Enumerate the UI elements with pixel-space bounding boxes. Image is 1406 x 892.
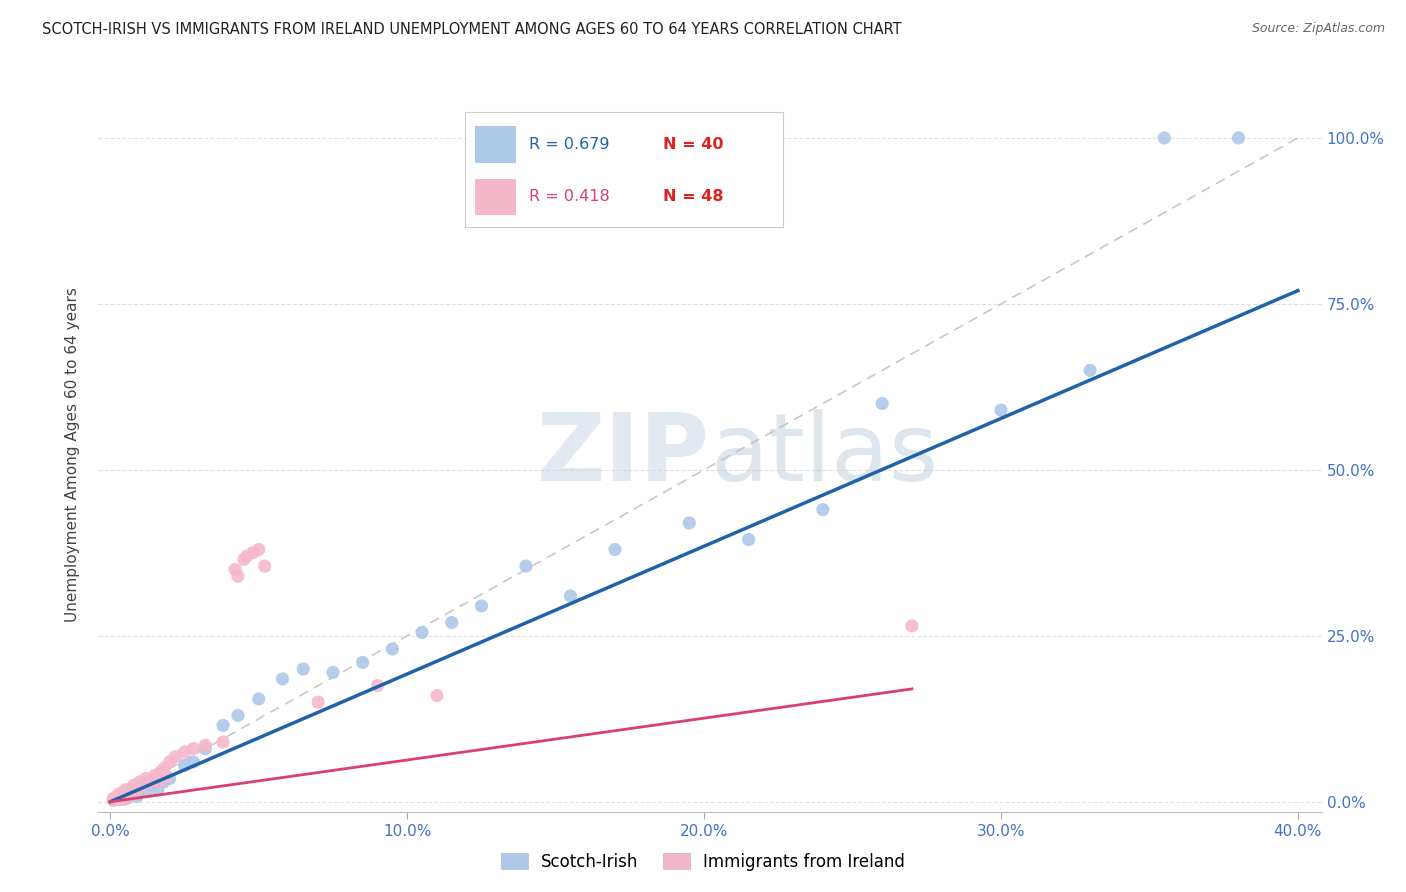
- Point: [108, 789, 131, 804]
- Point: [141, 778, 163, 792]
- Point: [111, 790, 134, 805]
- Point: [114, 792, 136, 806]
- Point: [159, 772, 181, 786]
- Text: ZIP: ZIP: [537, 409, 710, 501]
- Point: [152, 775, 174, 789]
- Point: [105, 791, 128, 805]
- Point: [352, 656, 374, 670]
- Point: [224, 562, 246, 576]
- Text: SCOTCH-IRISH VS IMMIGRANTS FROM IRELAND UNEMPLOYMENT AMONG AGES 60 TO 64 YEARS C: SCOTCH-IRISH VS IMMIGRANTS FROM IRELAND …: [42, 22, 901, 37]
- Point: [212, 735, 235, 749]
- Y-axis label: Unemployment Among Ages 60 to 64 years: Unemployment Among Ages 60 to 64 years: [65, 287, 80, 623]
- Point: [156, 770, 179, 784]
- Point: [183, 741, 205, 756]
- Point: [292, 662, 315, 676]
- Point: [141, 773, 163, 788]
- Point: [111, 792, 134, 806]
- Point: [194, 741, 217, 756]
- Point: [120, 787, 142, 801]
- Text: atlas: atlas: [710, 409, 938, 501]
- Point: [120, 781, 142, 796]
- Point: [125, 789, 148, 804]
- Point: [173, 745, 195, 759]
- Point: [1227, 131, 1250, 145]
- Point: [103, 793, 125, 807]
- Point: [426, 689, 449, 703]
- Point: [870, 396, 893, 410]
- Point: [117, 788, 139, 802]
- Point: [811, 502, 834, 516]
- Point: [108, 790, 131, 805]
- Point: [232, 552, 254, 566]
- Point: [247, 691, 270, 706]
- Point: [129, 780, 152, 794]
- Point: [1153, 131, 1175, 145]
- Point: [515, 559, 537, 574]
- Point: [603, 542, 626, 557]
- Point: [117, 785, 139, 799]
- Point: [322, 665, 344, 680]
- Legend: Scotch-Irish, Immigrants from Ireland: Scotch-Irish, Immigrants from Ireland: [492, 845, 914, 880]
- Point: [135, 785, 157, 799]
- Point: [114, 788, 136, 802]
- Point: [173, 758, 195, 772]
- Point: [103, 791, 125, 805]
- Point: [1078, 363, 1101, 377]
- Point: [194, 739, 217, 753]
- Point: [307, 695, 329, 709]
- Point: [125, 782, 148, 797]
- Point: [122, 778, 145, 792]
- Point: [129, 781, 152, 796]
- Point: [135, 772, 157, 786]
- Point: [990, 403, 1012, 417]
- Point: [470, 599, 492, 613]
- Point: [146, 775, 169, 789]
- Point: [152, 762, 174, 776]
- Point: [212, 718, 235, 732]
- Point: [117, 790, 139, 805]
- Point: [146, 782, 169, 797]
- Point: [165, 749, 187, 764]
- Point: [114, 782, 136, 797]
- Point: [108, 787, 131, 801]
- Point: [381, 642, 404, 657]
- Point: [143, 768, 166, 782]
- Point: [132, 778, 155, 792]
- Point: [122, 785, 145, 799]
- Point: [242, 546, 264, 560]
- Point: [560, 589, 582, 603]
- Point: [247, 542, 270, 557]
- Point: [253, 559, 276, 574]
- Point: [737, 533, 759, 547]
- Point: [678, 516, 700, 530]
- Point: [122, 785, 145, 799]
- Point: [901, 619, 924, 633]
- Point: [114, 786, 136, 800]
- Point: [226, 569, 249, 583]
- Point: [271, 672, 294, 686]
- Point: [103, 793, 125, 807]
- Point: [366, 679, 388, 693]
- Point: [183, 755, 205, 769]
- Point: [129, 775, 152, 789]
- Point: [159, 755, 181, 769]
- Point: [105, 792, 128, 806]
- Point: [236, 549, 259, 563]
- Point: [120, 787, 142, 801]
- Point: [149, 764, 172, 779]
- Point: [440, 615, 463, 630]
- Point: [108, 793, 131, 807]
- Point: [138, 776, 160, 790]
- Point: [114, 789, 136, 804]
- Point: [105, 789, 128, 804]
- Text: Source: ZipAtlas.com: Source: ZipAtlas.com: [1251, 22, 1385, 36]
- Point: [226, 708, 249, 723]
- Point: [111, 788, 134, 802]
- Point: [411, 625, 433, 640]
